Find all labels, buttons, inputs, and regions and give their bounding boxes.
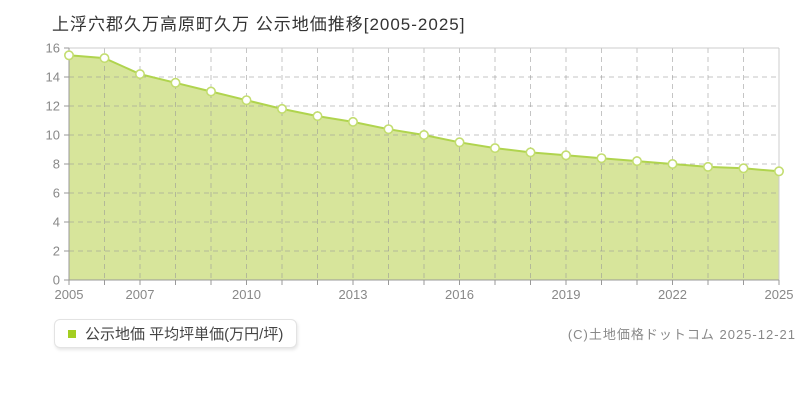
- svg-text:0: 0: [53, 273, 60, 288]
- svg-text:2007: 2007: [126, 287, 155, 302]
- svg-text:4: 4: [53, 215, 60, 230]
- svg-text:2022: 2022: [658, 287, 687, 302]
- svg-text:2025: 2025: [765, 287, 794, 302]
- copyright-text: (C)土地価格ドットコム 2025-12-21: [567, 327, 796, 342]
- svg-text:8: 8: [53, 157, 60, 172]
- legend: 公示地価 平均坪単価(万円/坪): [54, 319, 298, 348]
- legend-swatch-icon: [68, 329, 76, 338]
- svg-text:2: 2: [53, 244, 60, 259]
- svg-text:2016: 2016: [445, 287, 474, 302]
- page-title: 上浮穴郡久万高原町久万 公示地価推移[2005-2025]: [52, 15, 466, 34]
- svg-text:2010: 2010: [232, 287, 261, 302]
- svg-text:2013: 2013: [339, 287, 368, 302]
- svg-text:16: 16: [46, 41, 60, 56]
- svg-text:10: 10: [46, 128, 60, 143]
- legend-label: 公示地価 平均坪単価(万円/坪): [85, 326, 284, 343]
- svg-text:12: 12: [46, 99, 60, 114]
- svg-text:2019: 2019: [552, 287, 581, 302]
- svg-text:6: 6: [53, 186, 60, 201]
- svg-text:14: 14: [46, 70, 60, 85]
- svg-text:2005: 2005: [55, 287, 84, 302]
